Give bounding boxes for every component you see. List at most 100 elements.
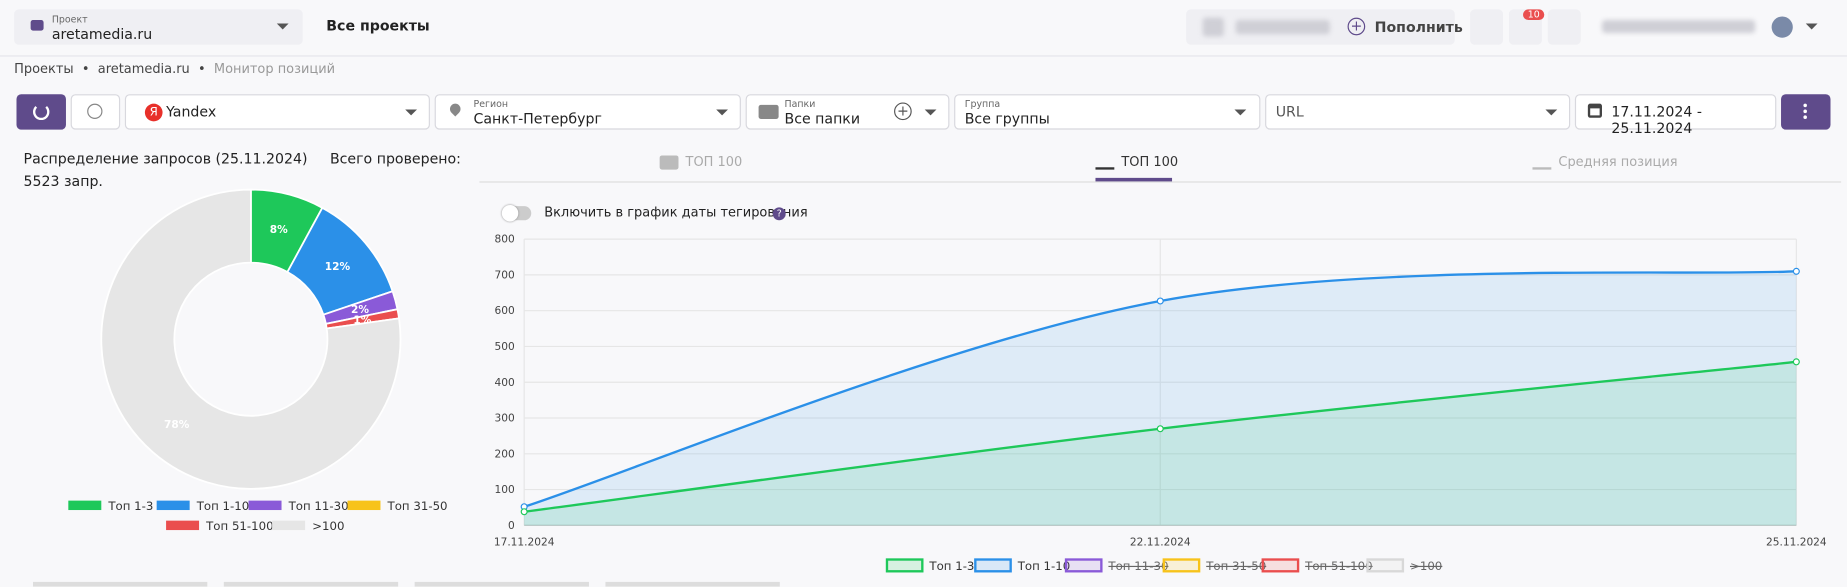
card-edge bbox=[414, 581, 589, 587]
url: URL bbox=[1275, 103, 1304, 121]
legend-label: >100 bbox=[1410, 559, 1442, 573]
clock-icon bbox=[87, 103, 103, 119]
blurred-balance bbox=[1235, 20, 1330, 35]
legend-swatch bbox=[885, 558, 924, 573]
slice-label: 12% bbox=[325, 261, 351, 273]
region-select[interactable]: Регион Санкт-Петербург bbox=[434, 94, 741, 130]
slice-label: 78% bbox=[164, 419, 190, 431]
legend-swatch bbox=[68, 500, 102, 511]
breadcrumb[interactable]: Проекты bbox=[14, 61, 74, 77]
slice-label: 2% bbox=[351, 304, 369, 316]
legend-label: >100 bbox=[312, 519, 344, 533]
more-button[interactable] bbox=[1781, 94, 1831, 130]
caret bbox=[1545, 109, 1558, 116]
project-icon bbox=[30, 20, 44, 31]
card-edge bbox=[32, 581, 208, 587]
region: Санкт-Петербург bbox=[473, 110, 602, 128]
all-projects[interactable]: Все проекты bbox=[326, 17, 430, 35]
point bbox=[520, 508, 528, 516]
toggle-label: Включить в график даты тегирования bbox=[544, 204, 808, 221]
legend-swatch bbox=[166, 520, 200, 531]
yandex-icon: Я bbox=[144, 103, 163, 122]
legend-label: Топ 51-100 bbox=[205, 519, 274, 533]
caret bbox=[924, 109, 937, 116]
blurred-icon bbox=[1202, 17, 1224, 37]
date-range[interactable]: 17.11.2024 - 25.11.2024 bbox=[1574, 94, 1777, 137]
notification-badge: 10 bbox=[1523, 9, 1545, 21]
legend-label: Топ 1-3 bbox=[107, 499, 153, 513]
y-tick-label: 700 bbox=[495, 269, 515, 281]
history-button[interactable] bbox=[70, 94, 121, 130]
mail-button[interactable] bbox=[1547, 9, 1581, 45]
toggle-knob bbox=[501, 204, 519, 222]
pie-subtitle: Всего проверено: 5523 запр. bbox=[23, 150, 461, 190]
help-icon[interactable]: ? bbox=[772, 207, 786, 221]
legend-label: Топ 1-10 bbox=[196, 499, 250, 513]
legend-label: Топ 31-50 bbox=[387, 499, 448, 513]
legend-label: Топ 11-30 bbox=[288, 499, 349, 513]
legend-label: Топ 1-10 bbox=[1017, 559, 1071, 573]
header-divider bbox=[0, 55, 1847, 57]
breadcrumbs: Проекты • aretamedia.ru • Монитор позици… bbox=[14, 61, 335, 76]
legend-swatch bbox=[974, 558, 1012, 573]
folder-icon bbox=[758, 104, 779, 119]
series-area bbox=[524, 361, 1797, 526]
caret bbox=[276, 23, 289, 30]
legend-swatch bbox=[1162, 558, 1201, 573]
project-selector[interactable]: Проект aretamedia.ru bbox=[14, 9, 303, 45]
breadcrumb: Монитор позиций bbox=[213, 61, 336, 77]
y-tick-label: 0 bbox=[508, 520, 515, 532]
region-label: Регион bbox=[473, 98, 509, 110]
notifications-button[interactable]: 10 bbox=[1508, 9, 1545, 45]
group-label: Группа bbox=[964, 98, 1001, 110]
y-tick-label: 800 bbox=[495, 234, 515, 246]
dots-icon bbox=[1803, 103, 1807, 108]
avatar[interactable] bbox=[1771, 16, 1793, 38]
point bbox=[1156, 297, 1164, 305]
project-name: aretamedia.ru bbox=[51, 25, 153, 43]
refresh-button[interactable] bbox=[16, 94, 66, 130]
toggle[interactable] bbox=[501, 204, 532, 222]
pie-heading: Распределение запросов (25.11.2024) Всег… bbox=[24, 148, 472, 193]
folders-label: Папки bbox=[784, 98, 816, 110]
caret bbox=[1234, 109, 1247, 116]
pie-slice bbox=[100, 188, 402, 490]
refresh-icon bbox=[32, 103, 50, 121]
group-select[interactable]: Группа Все группы bbox=[954, 94, 1261, 130]
pie-chart: 8%12%2%1%78%Топ 1-3 Топ 1-10 Топ 11-30 Топ … bbox=[68, 188, 448, 533]
tabs-divider bbox=[479, 181, 1842, 183]
add-folder[interactable]: + bbox=[894, 102, 912, 121]
legend-label: Топ 1-3 bbox=[928, 559, 974, 573]
separator: • bbox=[189, 61, 214, 77]
y-tick-label: 200 bbox=[495, 448, 515, 460]
tab[interactable]: Средняя позиция bbox=[1532, 154, 1678, 170]
pie-title: Распределение запросов (25.11.2024) bbox=[23, 150, 308, 168]
legend-swatch bbox=[1064, 558, 1103, 573]
x-tick-label: 17.11.2024 bbox=[494, 536, 555, 548]
legend-swatch bbox=[248, 500, 282, 511]
project-label: Проект bbox=[51, 14, 88, 25]
y-tick-label: 500 bbox=[495, 341, 515, 353]
tasks-button[interactable] bbox=[1470, 9, 1504, 45]
pin-icon bbox=[447, 101, 463, 117]
top-up[interactable]: Пополнить bbox=[1374, 18, 1463, 36]
tab-active[interactable]: ТОП 100 bbox=[1095, 154, 1178, 170]
tab-icon bbox=[659, 155, 679, 170]
breadcrumb[interactable]: aretamedia.ru bbox=[97, 61, 190, 77]
y-tick-label: 100 bbox=[495, 484, 515, 496]
blurred-email bbox=[1601, 20, 1756, 33]
legend-swatch bbox=[1366, 558, 1405, 573]
dates: 17.11.2024 - 25.11.2024 bbox=[1611, 103, 1702, 137]
point bbox=[1792, 267, 1800, 275]
series-area bbox=[524, 271, 1797, 526]
legend-label: Топ 11-30 bbox=[1107, 559, 1168, 573]
legend-swatch bbox=[347, 500, 381, 511]
folders-select[interactable]: Папки Все папки + bbox=[745, 94, 950, 130]
engine-select[interactable]: Я Yandex bbox=[124, 94, 430, 130]
legend-swatch bbox=[272, 520, 306, 531]
tab-underline bbox=[1095, 177, 1173, 182]
url-select[interactable]: URL bbox=[1265, 94, 1571, 130]
tab[interactable]: ТОП 100 bbox=[659, 154, 742, 170]
x-tick-label: 25.11.2024 bbox=[1766, 536, 1827, 548]
separator: • bbox=[73, 61, 98, 77]
